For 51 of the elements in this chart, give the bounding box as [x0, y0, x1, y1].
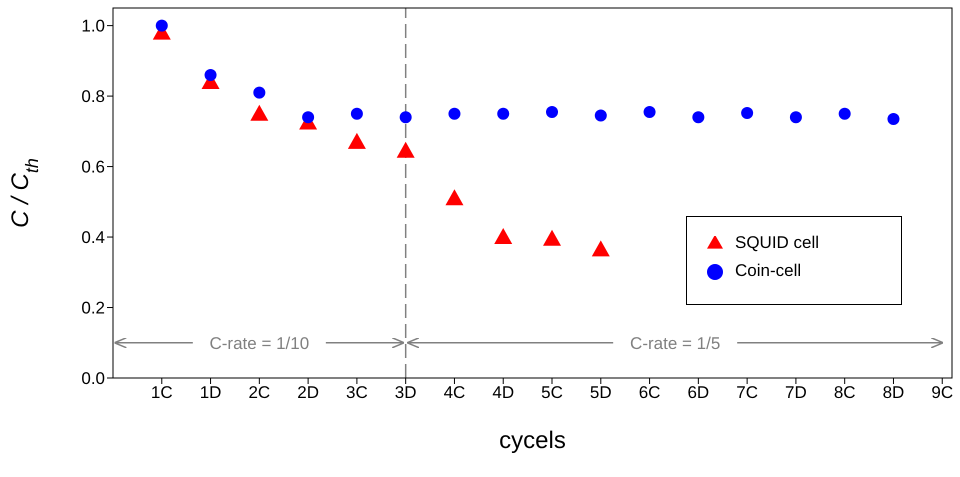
point: [302, 111, 314, 124]
point: [250, 104, 268, 121]
point: [592, 240, 610, 256]
x-tick-label: 2D: [297, 383, 319, 402]
x-tick-label: 6C: [638, 383, 660, 402]
x-tick-label: 8C: [834, 383, 856, 402]
point: [494, 228, 512, 244]
x-tick-label: 4C: [444, 383, 466, 402]
point: [204, 68, 217, 81]
x-tick-label: 7C: [736, 383, 758, 402]
point: [253, 86, 266, 99]
x-tick-label: 6D: [687, 383, 710, 402]
y-tick-label: 0.4: [81, 228, 105, 248]
x-tick-label: 2C: [248, 383, 270, 402]
point: [445, 189, 464, 206]
y-tick-label: 0.6: [81, 158, 105, 177]
point: [644, 106, 656, 118]
x-tick-label: 9C: [931, 383, 954, 402]
y-tick-label: 0.8: [81, 87, 105, 106]
point: [692, 111, 704, 124]
point: [546, 106, 558, 118]
x-tick-label: 8D: [882, 383, 904, 402]
x-tick-label: 1D: [200, 383, 222, 402]
point: [350, 108, 363, 120]
point: [156, 20, 168, 32]
point: [741, 107, 754, 120]
x-tick-label: 3D: [394, 383, 417, 402]
point: [396, 142, 415, 158]
annotation: C-rate = 1/5: [630, 334, 720, 353]
legend-label: Coin-cell: [735, 261, 802, 280]
point: [497, 108, 510, 120]
x-tick-label: 3C: [346, 383, 368, 402]
x-tick-label: 7D: [785, 383, 807, 402]
point: [887, 113, 900, 125]
point: [838, 108, 851, 120]
x-axis-title: cycels: [499, 427, 566, 454]
y-tick-label: 0.0: [81, 369, 105, 388]
point: [790, 111, 802, 124]
annotation: C-rate = 1/10: [209, 334, 310, 353]
x-tick-label: 4D: [492, 383, 514, 402]
point: [400, 111, 412, 124]
legend-label: SQUID cell: [735, 233, 820, 252]
point: [448, 108, 460, 120]
x-tick-label: 5D: [590, 383, 612, 402]
point: [348, 132, 366, 149]
y-tick-label: 1.0: [81, 16, 105, 36]
point: [594, 109, 607, 122]
x-tick-label: 5C: [541, 383, 563, 402]
y-tick-label: 0.2: [81, 298, 105, 318]
point: [543, 230, 562, 246]
x-tick-label: 1C: [150, 383, 173, 402]
